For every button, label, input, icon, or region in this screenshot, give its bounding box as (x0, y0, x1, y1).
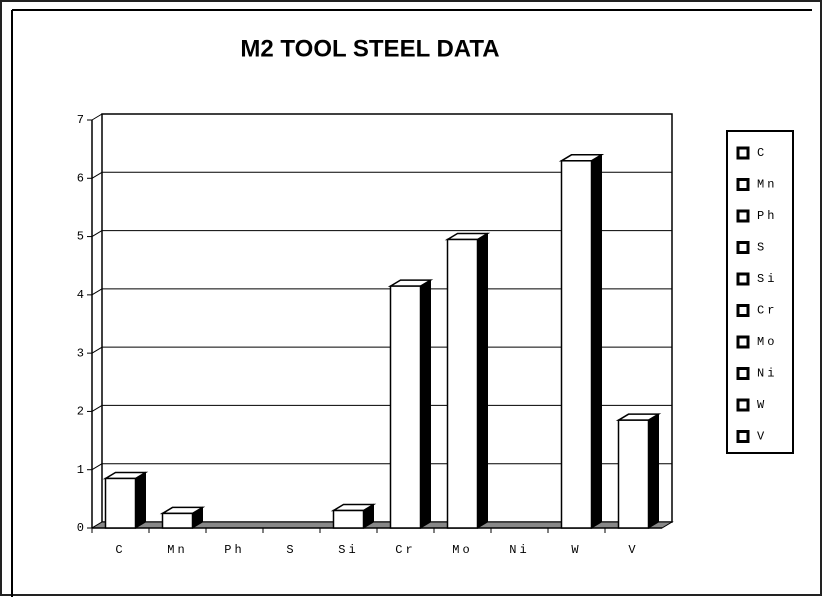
legend-swatch (736, 367, 750, 380)
x-tick-label: Ph (224, 543, 244, 557)
bar (332, 509, 365, 529)
grid-side (91, 288, 103, 296)
legend-swatch (736, 304, 750, 317)
y-tick-label: 7 (77, 113, 84, 127)
legend-label: Mn (757, 178, 777, 192)
x-tick-label: Si (338, 543, 358, 557)
x-tick-label: V (628, 543, 638, 557)
bar (446, 238, 479, 529)
y-tick-label: 0 (77, 521, 84, 535)
legend-label: Cr (757, 304, 777, 318)
y-tick-label: 6 (77, 171, 84, 185)
legend-swatch (736, 398, 750, 412)
legend-label: Ni (757, 367, 777, 381)
legend-label: V (757, 430, 767, 444)
legend-label: S (757, 241, 767, 255)
bar-side (420, 279, 431, 529)
grid-side (91, 171, 103, 179)
legend-swatch (736, 335, 750, 349)
grid-side (91, 113, 103, 121)
y-tick-label: 5 (77, 230, 84, 244)
legend-label: C (757, 146, 767, 160)
legend-swatch (736, 146, 750, 160)
bar (560, 160, 593, 529)
legend-swatch (736, 209, 750, 223)
grid-side (91, 346, 103, 354)
bar (617, 419, 650, 529)
legend-swatch (736, 272, 750, 286)
x-tick-label: Cr (395, 543, 415, 557)
grid-side (91, 230, 103, 238)
x-tick-label: S (286, 543, 296, 557)
x-tick-label: Mn (167, 543, 187, 557)
x-tick-label: W (571, 543, 581, 557)
chart-title: M2 TOOL STEEL DATA (240, 35, 499, 62)
y-tick-label: 3 (77, 346, 84, 360)
bar (104, 477, 137, 529)
legend-swatch (736, 241, 750, 254)
bar-side (591, 153, 602, 529)
legend-label: Si (757, 272, 777, 286)
y-tick-label: 4 (77, 288, 84, 302)
bar (389, 285, 422, 529)
grid-side (91, 463, 103, 471)
bar (161, 512, 194, 529)
y-tick-label: 2 (77, 405, 84, 419)
bar-side (135, 471, 146, 529)
legend-swatch (736, 178, 750, 191)
x-tick-label: C (115, 543, 125, 557)
x-tick-label: Mo (452, 543, 472, 557)
x-tick-label: Ni (509, 543, 529, 557)
legend-swatch (736, 430, 750, 443)
legend-label: W (757, 398, 767, 412)
legend-label: Ph (757, 209, 777, 223)
bar-side (477, 232, 488, 529)
grid-side (91, 404, 103, 412)
bar-side (648, 413, 659, 529)
y-tick-label: 1 (77, 463, 84, 477)
legend-label: Mo (757, 335, 777, 349)
